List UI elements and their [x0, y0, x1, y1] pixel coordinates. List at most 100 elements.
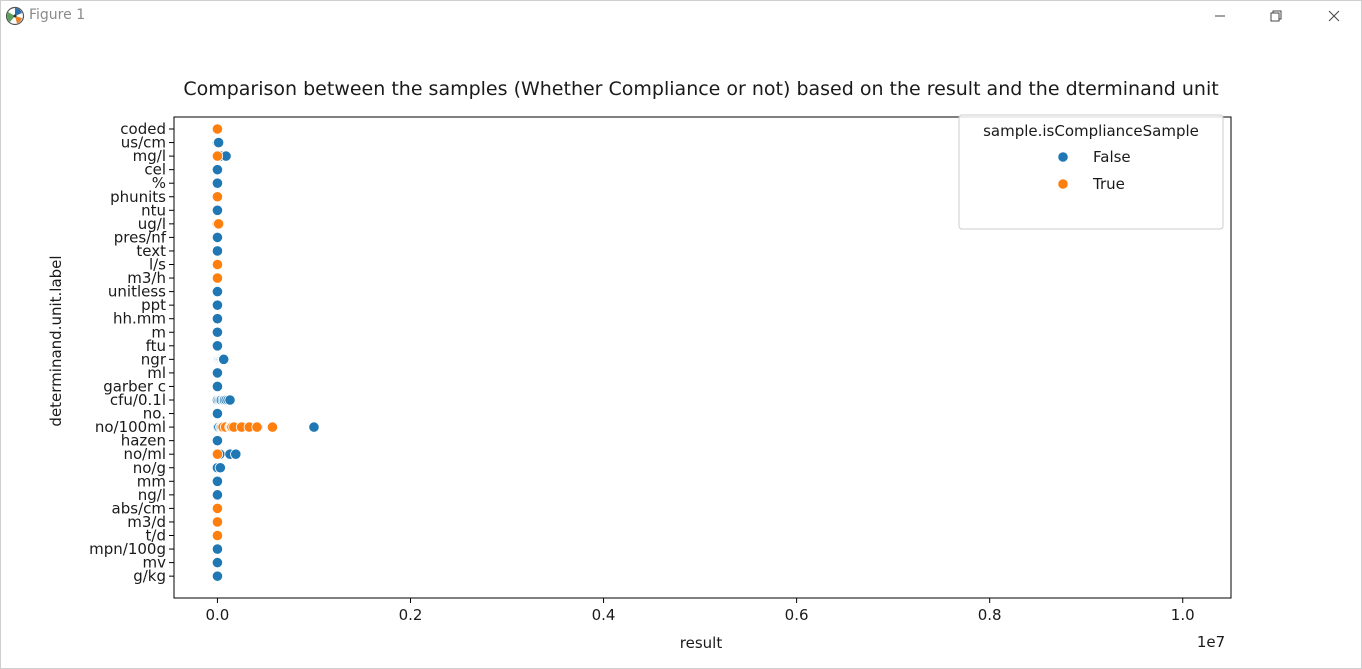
y-tick-label: mg/l [133, 147, 166, 165]
data-point [266, 421, 279, 433]
data-point [211, 204, 224, 216]
y-tick-label: mv [143, 554, 167, 572]
plot-frame [173, 116, 1232, 599]
legend-label: False [1093, 148, 1131, 166]
y-tick-label: no. [143, 405, 166, 423]
y-tick-label: unitless [108, 283, 166, 301]
data-point [211, 286, 224, 298]
data-point [251, 421, 263, 433]
data-point [218, 353, 230, 365]
y-tick-label: garber c [103, 377, 166, 395]
x-tick-label: 1.0 [1171, 606, 1195, 624]
data-point [211, 231, 224, 243]
legend-box [958, 114, 1224, 230]
data-point [212, 218, 225, 230]
title-bar: Figure 1 [1, 1, 1361, 31]
close-icon [1328, 10, 1340, 22]
y-tick-label: mm [137, 472, 166, 490]
y-tick-label: hazen [121, 432, 166, 450]
y-tick-label: mpn/100g [89, 540, 166, 558]
data-point [211, 258, 224, 271]
data-point [224, 394, 236, 406]
data-point [211, 516, 224, 528]
data-point [211, 340, 224, 352]
legend-title: sample.isComplianceSample [983, 122, 1199, 140]
figure-canvas: Comparison between the samples (Whether … [1, 31, 1361, 668]
y-tick-label: m3/d [127, 513, 166, 531]
matplotlib-icon [5, 6, 25, 26]
data-point [211, 556, 224, 569]
x-tick-label: 0.2 [399, 606, 423, 624]
y-tick-label: ftu [146, 337, 166, 355]
legend-marker [1057, 178, 1069, 190]
window-title: Figure 1 [29, 7, 86, 23]
legend-marker [1057, 151, 1069, 163]
y-tick-label: cfu/0.1l [110, 391, 166, 409]
data-point [211, 435, 224, 447]
y-tick-label: no/g [133, 459, 166, 477]
data-point [211, 367, 224, 379]
data-point [211, 407, 224, 420]
y-tick-label: ngr [141, 350, 167, 368]
y-tick-label: coded [120, 120, 166, 138]
data-point [308, 421, 320, 433]
data-point [211, 570, 224, 582]
x-tick-label: 0.6 [785, 606, 809, 624]
data-point [230, 448, 242, 460]
data-point [211, 529, 224, 542]
x-axis-label: result [680, 634, 723, 652]
minimize-button[interactable] [1197, 1, 1243, 31]
x-axis-offset-label: 1e7 [1197, 633, 1225, 651]
data-point [211, 191, 224, 203]
y-tick-label: ntu [141, 201, 166, 219]
x-tick-label: 0.8 [978, 606, 1002, 624]
y-tick-label: pres/nf [114, 228, 167, 246]
data-point [211, 326, 224, 338]
data-point [211, 123, 224, 135]
y-tick-label: g/kg [133, 567, 166, 585]
y-tick-label: no/100ml [95, 418, 166, 436]
y-tick-label: hh.mm [113, 310, 166, 328]
data-point [212, 136, 225, 149]
y-tick-label: t/d [146, 527, 166, 545]
data-point [211, 177, 224, 189]
data-point [211, 299, 224, 311]
data-point [211, 475, 224, 487]
data-point [211, 272, 224, 284]
data-point [211, 489, 224, 501]
chart-title: Comparison between the samples (Whether … [183, 78, 1218, 100]
y-tick-label: cel [144, 161, 166, 179]
y-tick-label: ug/l [138, 215, 166, 233]
data-point [214, 462, 226, 474]
y-tick-label: phunits [110, 188, 166, 206]
data-point [211, 245, 224, 257]
y-tick-label: us/cm [121, 134, 166, 152]
minimize-icon [1215, 15, 1225, 17]
y-tick-label: ml [147, 364, 166, 382]
y-axis-label: determinand.unit.label [47, 255, 65, 426]
data-point [211, 150, 224, 162]
data-point [211, 164, 224, 176]
y-tick-label: l/s [149, 256, 166, 274]
y-tick-label: text [136, 242, 166, 260]
y-tick-label: ppt [141, 296, 166, 314]
y-tick-label: % [152, 174, 166, 192]
data-point [211, 543, 224, 555]
plot-area: codedus/cmmg/lcel%phunitsntuug/lpres/nft… [89, 114, 1232, 624]
y-tick-label: no/ml [123, 445, 166, 463]
data-point [211, 380, 224, 393]
scatter-chart: Comparison between the samples (Whether … [47, 78, 1232, 652]
x-tick-label: 0.0 [206, 606, 230, 624]
data-point [211, 502, 224, 514]
y-tick-label: ng/l [138, 486, 166, 504]
maximize-button[interactable] [1253, 1, 1299, 31]
restore-icon [1270, 10, 1282, 22]
data-point [211, 448, 224, 460]
legend-label: True [1092, 175, 1125, 193]
y-tick-label: m [151, 323, 166, 341]
close-button[interactable] [1311, 1, 1357, 31]
y-tick-label: m3/h [127, 269, 166, 287]
data-point [211, 313, 224, 325]
y-tick-label: abs/cm [112, 499, 166, 517]
